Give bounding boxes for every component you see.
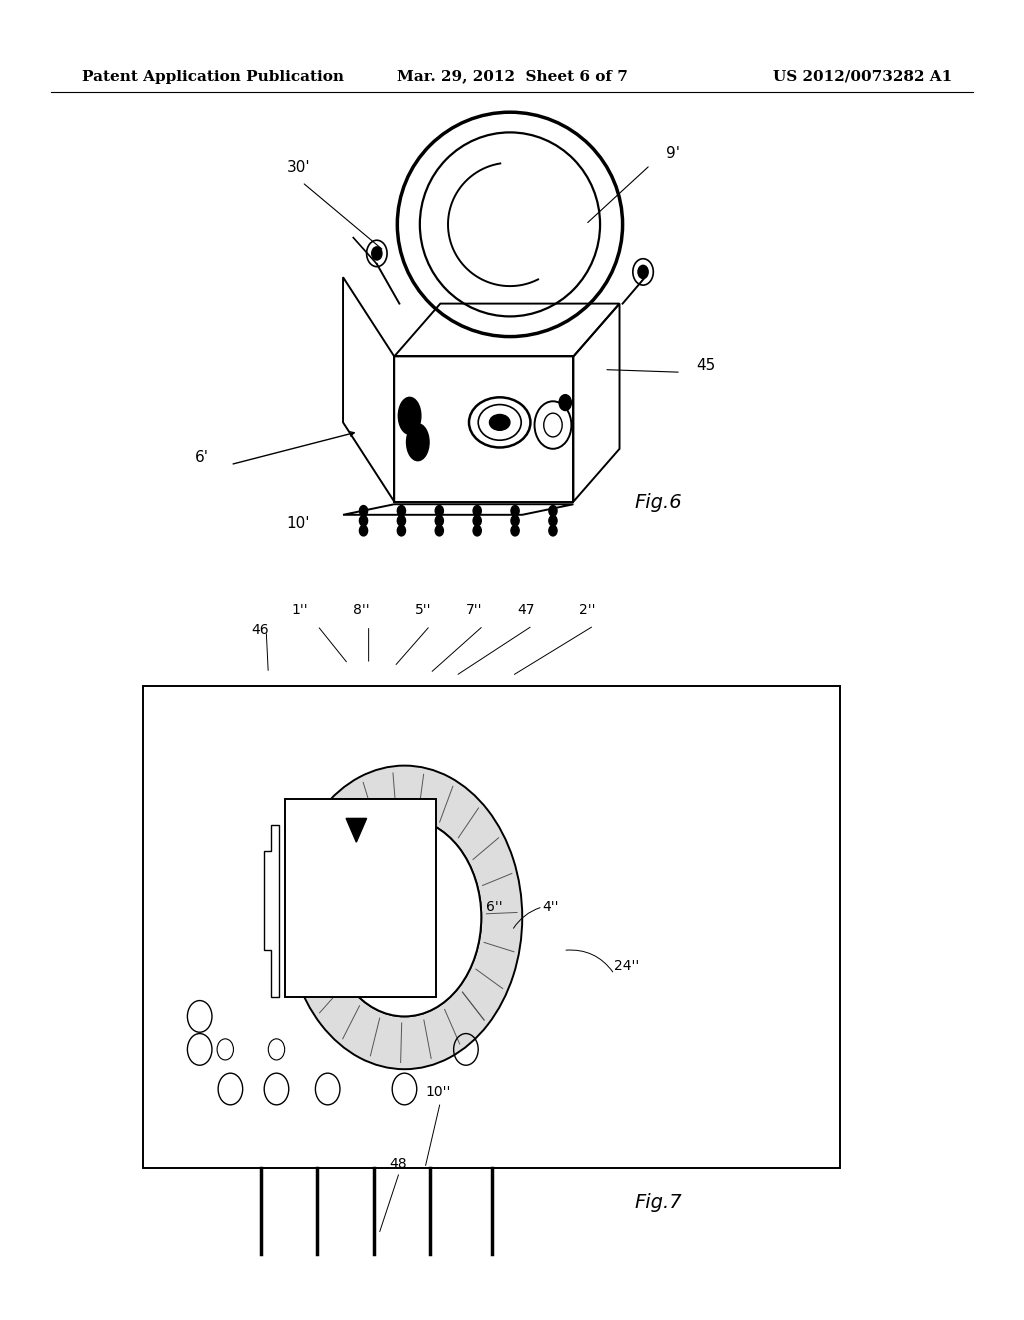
Text: 6'': 6'': [486, 900, 503, 913]
Text: Fig.6: Fig.6: [635, 494, 683, 512]
Text: 48: 48: [389, 1158, 407, 1171]
Circle shape: [511, 525, 519, 536]
Circle shape: [397, 525, 406, 536]
Circle shape: [435, 525, 443, 536]
Circle shape: [359, 525, 368, 536]
Text: Fig.7: Fig.7: [635, 1193, 683, 1212]
Bar: [143, 686, 840, 1168]
Circle shape: [372, 247, 382, 260]
Circle shape: [397, 516, 406, 527]
Circle shape: [435, 506, 443, 516]
Text: 45: 45: [696, 358, 716, 372]
Text: 9': 9': [666, 147, 680, 161]
Ellipse shape: [398, 397, 421, 434]
Bar: [336, 799, 428, 997]
Text: 2'': 2'': [579, 603, 595, 616]
Text: 4'': 4'': [543, 900, 559, 913]
Text: 7'': 7'': [466, 603, 482, 616]
Circle shape: [473, 516, 481, 527]
Ellipse shape: [407, 424, 429, 461]
Text: US 2012/0073282 A1: US 2012/0073282 A1: [773, 70, 952, 83]
Text: 1'': 1'': [292, 603, 308, 616]
Circle shape: [511, 506, 519, 516]
Text: 5'': 5'': [415, 603, 431, 616]
Polygon shape: [346, 818, 367, 842]
Circle shape: [549, 516, 557, 527]
Text: 47: 47: [517, 603, 535, 616]
Circle shape: [559, 395, 571, 411]
Circle shape: [359, 506, 368, 516]
Circle shape: [549, 525, 557, 536]
Text: 10': 10': [287, 516, 310, 531]
Ellipse shape: [489, 414, 510, 430]
Text: 8'': 8'': [353, 603, 370, 616]
Text: 30': 30': [287, 160, 310, 174]
Text: 6': 6': [195, 450, 209, 465]
Bar: [336, 799, 428, 997]
Circle shape: [328, 818, 481, 1016]
Text: Patent Application Publication: Patent Application Publication: [82, 70, 344, 83]
Circle shape: [359, 516, 368, 527]
Text: 46: 46: [251, 623, 268, 636]
Circle shape: [473, 525, 481, 536]
Wedge shape: [287, 766, 522, 1069]
Circle shape: [435, 516, 443, 527]
Text: Mar. 29, 2012  Sheet 6 of 7: Mar. 29, 2012 Sheet 6 of 7: [396, 70, 628, 83]
Circle shape: [549, 506, 557, 516]
Circle shape: [511, 516, 519, 527]
Circle shape: [638, 265, 648, 279]
Bar: [285, 799, 436, 997]
Text: 10'': 10'': [425, 1085, 451, 1098]
Circle shape: [397, 506, 406, 516]
Text: 24'': 24'': [614, 960, 640, 973]
Circle shape: [473, 506, 481, 516]
